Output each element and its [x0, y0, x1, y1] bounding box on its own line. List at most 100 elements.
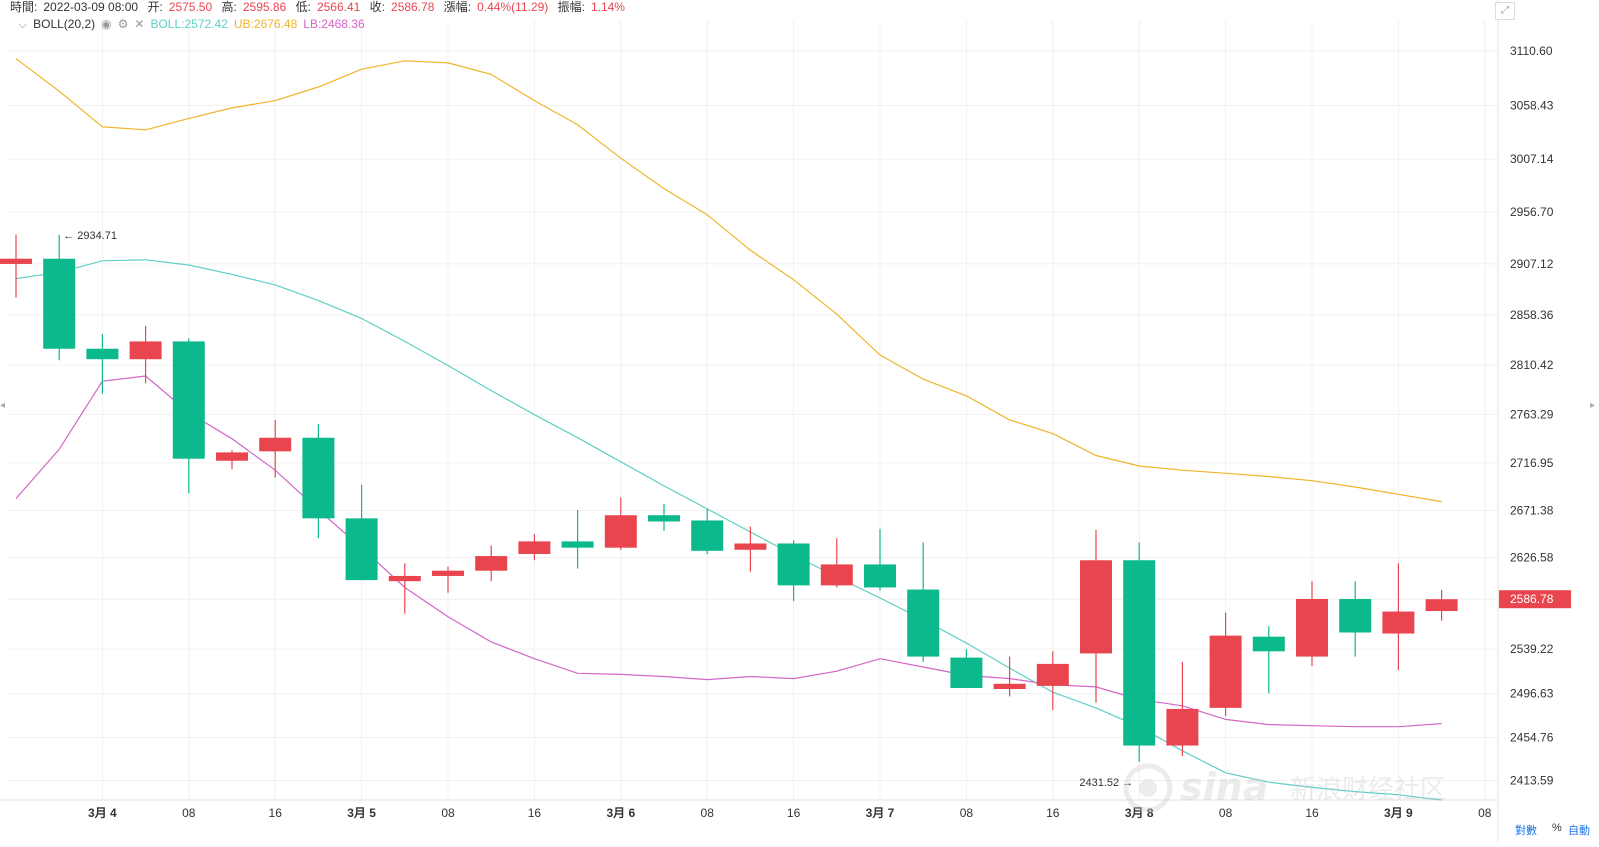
x-tick-label: 16 — [269, 806, 283, 820]
low-label: 低: — [295, 0, 311, 14]
open-label: 开: — [147, 0, 163, 14]
boll-mid-line — [15, 259, 1442, 801]
log-scale-button[interactable]: 對數 — [1515, 825, 1537, 837]
boll-lower-value: LB:2468.36 — [303, 17, 365, 31]
y-tick-label: 3110.60 — [1510, 44, 1553, 58]
candle-body — [432, 570, 464, 576]
x-tick-label: 16 — [787, 806, 801, 820]
candle-body — [561, 541, 594, 548]
price-annotation: 2431.52 → — [1079, 777, 1133, 789]
y-tick-label: 2763.29 — [1510, 407, 1554, 421]
eye-icon[interactable]: ◉ — [101, 17, 112, 31]
price-annotation: ← 2934.71 — [63, 230, 117, 242]
boll-lower-line — [15, 375, 1442, 728]
candle-body — [172, 341, 205, 459]
candle-body — [950, 657, 983, 688]
y-tick-label: 2716.95 — [1510, 456, 1554, 470]
y-tick-label: 2496.63 — [1510, 687, 1554, 701]
indicator-name: BOLL(20,2) — [33, 17, 96, 31]
y-tick-label: 2671.38 — [1510, 504, 1554, 518]
candle-body — [864, 564, 896, 588]
boll-upper-value: UB:2676.48 — [233, 17, 298, 31]
close-icon[interactable]: ✕ — [134, 17, 145, 31]
candle-body — [216, 452, 248, 461]
x-tick-label: 16 — [1046, 806, 1060, 820]
y-tick-label: 2858.36 — [1510, 308, 1554, 322]
indicator-bar: ⌵ BOLL(20,2) ◉ ⚙ ✕ BOLL:2572.42 UB:2676.… — [18, 16, 371, 32]
y-tick-label: 3058.43 — [1510, 98, 1554, 112]
high-label: 高: — [221, 0, 237, 14]
open-value: 2575.50 — [168, 0, 213, 14]
candle-body — [302, 437, 335, 519]
candle-body — [1080, 560, 1112, 654]
change-value: 0.44%(11.29) — [477, 0, 549, 14]
candle-body — [345, 518, 378, 581]
candle-body — [518, 541, 551, 554]
scroll-left-icon[interactable]: ◂ — [0, 400, 6, 411]
candle-body — [907, 589, 940, 657]
candle-body — [648, 515, 680, 522]
candle-body — [777, 543, 810, 586]
candle-body — [734, 543, 767, 550]
candle-body — [1252, 636, 1285, 652]
current-price-tag — [1499, 590, 1571, 609]
candle-body — [1425, 599, 1458, 612]
amplitude-value: 1.14% — [590, 0, 625, 14]
y-tick-label: 2586.78 — [1510, 592, 1554, 606]
x-tick-label: 08 — [701, 806, 715, 820]
candle-body — [993, 683, 1026, 690]
time-value: 2022-03-09 08:00 — [43, 0, 139, 14]
x-tick-label: 3月 4 — [88, 806, 117, 820]
y-tick-label: 2539.22 — [1510, 642, 1554, 656]
x-tick-label: 3月 5 — [347, 806, 376, 820]
close-label: 收: — [369, 0, 386, 14]
y-tick-label: 2626.58 — [1510, 551, 1554, 565]
x-tick-label: 08 — [441, 806, 455, 820]
candle-body — [129, 341, 162, 360]
y-tick-label: 2810.42 — [1510, 358, 1554, 372]
candle-body — [1209, 635, 1242, 708]
amplitude-label: 振幅: — [557, 0, 585, 14]
boll-upper-line — [15, 58, 1442, 503]
low-value: 2566.41 — [316, 0, 361, 14]
candle-body — [43, 258, 76, 349]
percent-scale-button[interactable]: % — [1552, 822, 1562, 834]
candle-body — [259, 437, 292, 452]
scroll-right-icon[interactable]: ▸ — [1590, 400, 1596, 411]
candle-body — [1296, 598, 1328, 657]
y-tick-label: 2454.76 — [1510, 730, 1554, 744]
x-tick-label: 3月 8 — [1125, 806, 1154, 820]
expand-icon[interactable]: ⤢ — [1495, 2, 1515, 20]
x-tick-label: 08 — [1219, 806, 1233, 820]
candle-body — [86, 348, 119, 360]
y-tick-label: 2956.70 — [1510, 205, 1554, 219]
x-tick-label: 08 — [960, 806, 974, 820]
candle-body — [1382, 611, 1415, 634]
candle-body — [475, 556, 508, 571]
x-tick-label: 08 — [1478, 806, 1492, 820]
x-tick-label: 08 — [182, 806, 196, 820]
candle-body — [604, 515, 637, 548]
boll-mid-value: BOLL:2572.42 — [150, 17, 228, 31]
candle-body — [388, 575, 421, 582]
x-tick-label: 16 — [1305, 806, 1319, 820]
x-tick-label: 3月 6 — [606, 806, 635, 820]
y-tick-label: 2413.59 — [1510, 774, 1554, 788]
y-tick-label: 3007.14 — [1510, 152, 1554, 166]
time-label: 時間: — [10, 0, 38, 14]
change-label: 漲幅: — [443, 0, 472, 14]
candle-body — [1036, 663, 1069, 686]
candle-body — [691, 520, 724, 551]
candle-body — [0, 258, 32, 264]
candle-body — [820, 564, 853, 586]
x-tick-label: 16 — [528, 806, 542, 820]
settings-icon[interactable]: ⚙ — [117, 17, 129, 31]
auto-scale-button[interactable]: 自動 — [1568, 825, 1590, 837]
high-value: 2595.86 — [242, 0, 287, 14]
candle-body — [1339, 598, 1372, 633]
x-tick-label: 3月 7 — [866, 806, 895, 820]
chevron-down-icon[interactable]: ⌵ — [18, 17, 28, 31]
candle-body — [1123, 560, 1156, 746]
